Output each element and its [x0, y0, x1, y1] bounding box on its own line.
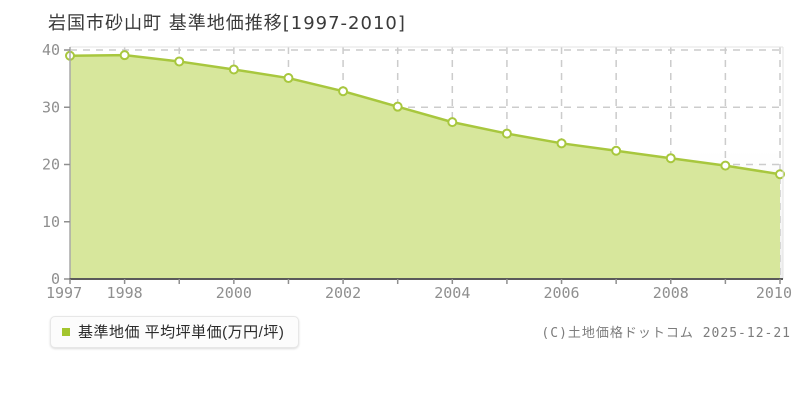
x-tick-label: 1997 — [46, 284, 82, 302]
data-point-marker — [119, 50, 130, 61]
data-point-marker — [338, 86, 349, 97]
x-tick-label: 2002 — [325, 284, 361, 302]
data-point-marker — [447, 117, 458, 128]
x-tick-label: 2004 — [434, 284, 470, 302]
data-point-marker — [611, 145, 622, 156]
legend: 基準地価 平均坪単価(万円/坪) — [50, 316, 300, 348]
data-point-marker — [228, 64, 239, 75]
y-tick-label: 20 — [42, 156, 60, 174]
data-point-marker — [556, 138, 567, 149]
line-series — [68, 53, 782, 176]
x-tick-label: 2008 — [653, 284, 689, 302]
y-tick-label: 30 — [42, 98, 60, 116]
data-point-marker — [392, 101, 403, 112]
data-point-marker — [720, 160, 731, 171]
data-point-marker — [174, 56, 185, 67]
legend-swatch-icon — [62, 327, 70, 336]
area-series — [70, 55, 780, 280]
y-tick-label: 40 — [42, 41, 60, 59]
y-tick-label: 0 — [51, 270, 60, 288]
page-title: 岩国市砂山町 基準地価推移[1997-2010] — [48, 13, 406, 34]
x-tick-label: 2010 — [756, 284, 792, 302]
legend-label: 基準地価 平均坪単価(万円/坪) — [78, 324, 285, 341]
data-point-marker — [501, 128, 512, 139]
y-tick-label: 10 — [42, 213, 60, 231]
x-tick-label: 2006 — [543, 284, 579, 302]
price-trend-chart: 0 10 20 30 40 1997 1998 2000 2002 2004 2006 2008 201… — [42, 41, 792, 302]
data-point-marker — [775, 169, 785, 180]
x-tick-label: 2000 — [216, 284, 252, 302]
data-point-marker — [283, 73, 294, 84]
copyright-text: (C)土地価格ドットコム 2025-12-21 — [541, 326, 791, 341]
data-point-marker — [665, 153, 676, 164]
x-tick-label: 1998 — [107, 284, 143, 302]
